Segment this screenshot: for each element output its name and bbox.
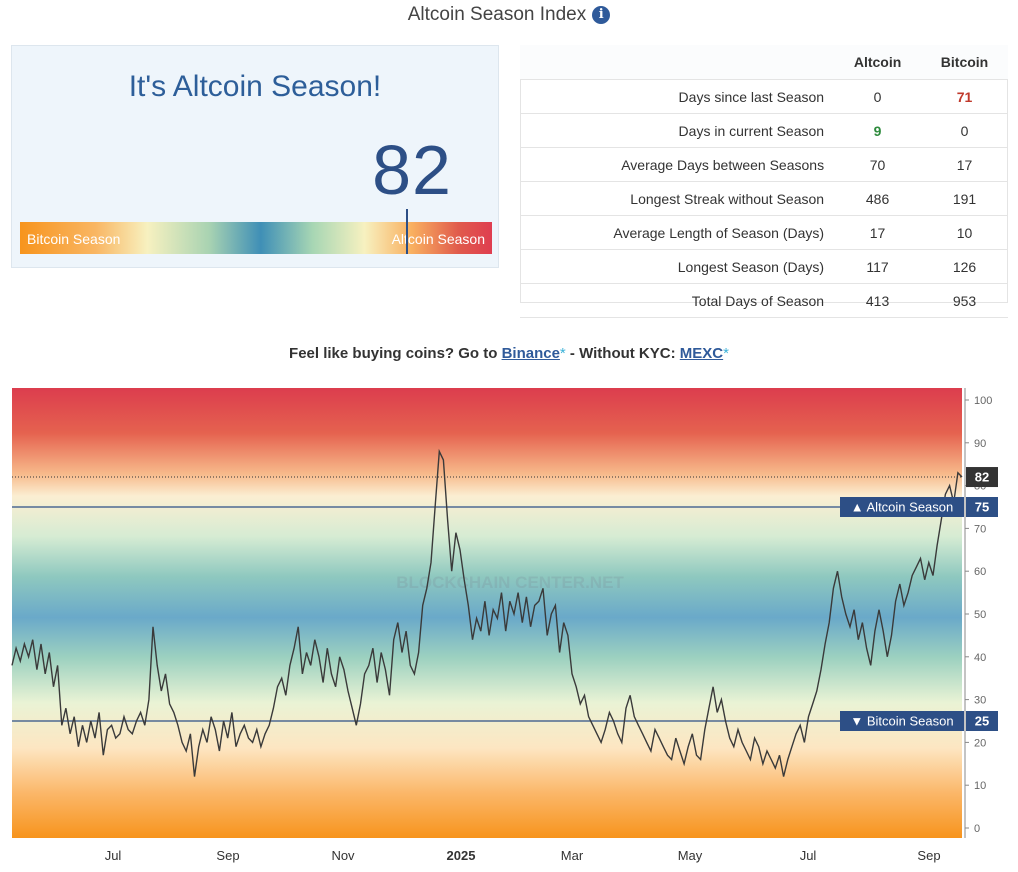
season-card: It's Altcoin Season! 82 Bitcoin Season A…	[11, 45, 499, 268]
y-tick-label: 90	[974, 438, 986, 450]
stats-row-label: Total Days of Season	[520, 283, 835, 318]
stats-row: Longest Streak without Season 486 191	[520, 181, 1008, 216]
mexc-star: *	[723, 345, 729, 362]
threshold-value: 25	[975, 714, 989, 729]
promo-line: Feel like buying coins? Go to Binance* -…	[0, 345, 1018, 362]
y-tick-label: 60	[974, 566, 986, 578]
index-value: 82	[372, 131, 452, 209]
threshold-label: ▲ Altcoin Season	[851, 500, 953, 515]
altcoin-season-label: Altcoin Season	[391, 231, 485, 247]
stats-bitcoin-value: 126	[921, 249, 1008, 284]
threshold-value: 75	[975, 500, 989, 515]
stats-bitcoin-value: 10	[921, 215, 1008, 250]
binance-link[interactable]: Binance	[501, 345, 560, 362]
page-title-text: Altcoin Season Index	[407, 4, 587, 25]
stats-row-label: Days since last Season	[520, 79, 835, 114]
y-tick-label: 70	[974, 523, 986, 535]
x-tick-label: Jul	[800, 848, 817, 863]
y-tick-label: 10	[974, 780, 986, 792]
last-value-box	[966, 467, 998, 488]
stats-table: Altcoin Bitcoin Days since last Season 0…	[520, 45, 1008, 318]
season-heading: It's Altcoin Season!	[128, 70, 382, 103]
stats-row-label: Longest Streak without Season	[520, 181, 835, 216]
stats-row: Days in current Season 9 0	[520, 113, 1008, 148]
stats-row-label: Longest Season (Days)	[520, 249, 835, 284]
stats-altcoin-value: 9	[834, 113, 922, 148]
stats-row: Average Days between Seasons 70 17	[520, 147, 1008, 182]
y-tick-label: 50	[974, 609, 986, 621]
stats-header-blank	[520, 45, 835, 80]
y-tick-label: 30	[974, 695, 986, 707]
threshold-value-box	[966, 497, 998, 517]
altcoin-season-chart: BLOCKCHAIN CENTER.NET 010203040506070809…	[11, 388, 998, 863]
x-tick-label: Mar	[561, 848, 584, 863]
mexc-link[interactable]: MEXC	[679, 345, 724, 362]
stats-header-row: Altcoin Bitcoin	[520, 45, 1008, 80]
stats-altcoin-value: 413	[834, 283, 922, 318]
stats-altcoin-value: 117	[834, 249, 922, 284]
y-tick-label: 0	[974, 823, 980, 835]
threshold-label-box	[840, 711, 964, 731]
x-tick-label: Jul	[105, 848, 122, 863]
stats-bitcoin-value: 191	[921, 181, 1008, 216]
stats-altcoin-value: 486	[834, 181, 922, 216]
threshold-value-box	[966, 711, 998, 731]
x-tick-label: Sep	[216, 848, 239, 863]
stats-bitcoin-value: 0	[921, 113, 1008, 148]
bitcoin-season-label: Bitcoin Season	[27, 231, 121, 247]
y-tick-label: 20	[974, 737, 986, 749]
stats-bitcoin-value: 71	[921, 79, 1008, 114]
stats-altcoin-value: 70	[834, 147, 922, 182]
stats-row-label: Average Length of Season (Days)	[520, 215, 835, 250]
stats-header-altcoin: Altcoin	[834, 45, 922, 80]
stats-altcoin-value: 17	[834, 215, 922, 250]
season-gradient-bar: Bitcoin Season Altcoin Season	[20, 209, 492, 254]
y-tick-label: 40	[974, 652, 986, 664]
threshold-label-box	[840, 497, 964, 517]
x-tick-label: 2025	[447, 848, 476, 863]
stats-altcoin-value: 0	[834, 79, 922, 114]
chart-watermark: BLOCKCHAIN CENTER.NET	[396, 573, 624, 592]
x-tick-label: Nov	[331, 848, 355, 863]
binance-star: *	[559, 345, 566, 362]
x-tick-label: Sep	[917, 848, 940, 863]
page-title: Altcoin Season Index i	[0, 4, 1018, 28]
series-line	[11, 448, 963, 777]
stats-bitcoin-value: 17	[921, 147, 1008, 182]
y-tick-label: 100	[974, 395, 992, 407]
stats-row: Days since last Season 0 71	[520, 79, 1008, 114]
threshold-label: ▼ Bitcoin Season	[850, 714, 953, 729]
x-tick-label: May	[678, 848, 703, 863]
promo-middle: - Without KYC:	[565, 345, 680, 362]
stats-row: Average Length of Season (Days) 17 10	[520, 215, 1008, 250]
last-value-label: 82	[975, 470, 989, 485]
stats-row-label: Days in current Season	[520, 113, 835, 148]
stats-row-label: Average Days between Seasons	[520, 147, 835, 182]
info-icon[interactable]: i	[592, 6, 611, 24]
stats-header-bitcoin: Bitcoin	[921, 45, 1008, 80]
promo-prefix: Feel like buying coins? Go to	[289, 345, 502, 362]
stats-bitcoin-value: 953	[921, 283, 1008, 318]
stats-row: Longest Season (Days) 117 126	[520, 249, 1008, 284]
stats-row: Total Days of Season 413 953	[520, 283, 1008, 318]
index-marker	[406, 209, 409, 254]
